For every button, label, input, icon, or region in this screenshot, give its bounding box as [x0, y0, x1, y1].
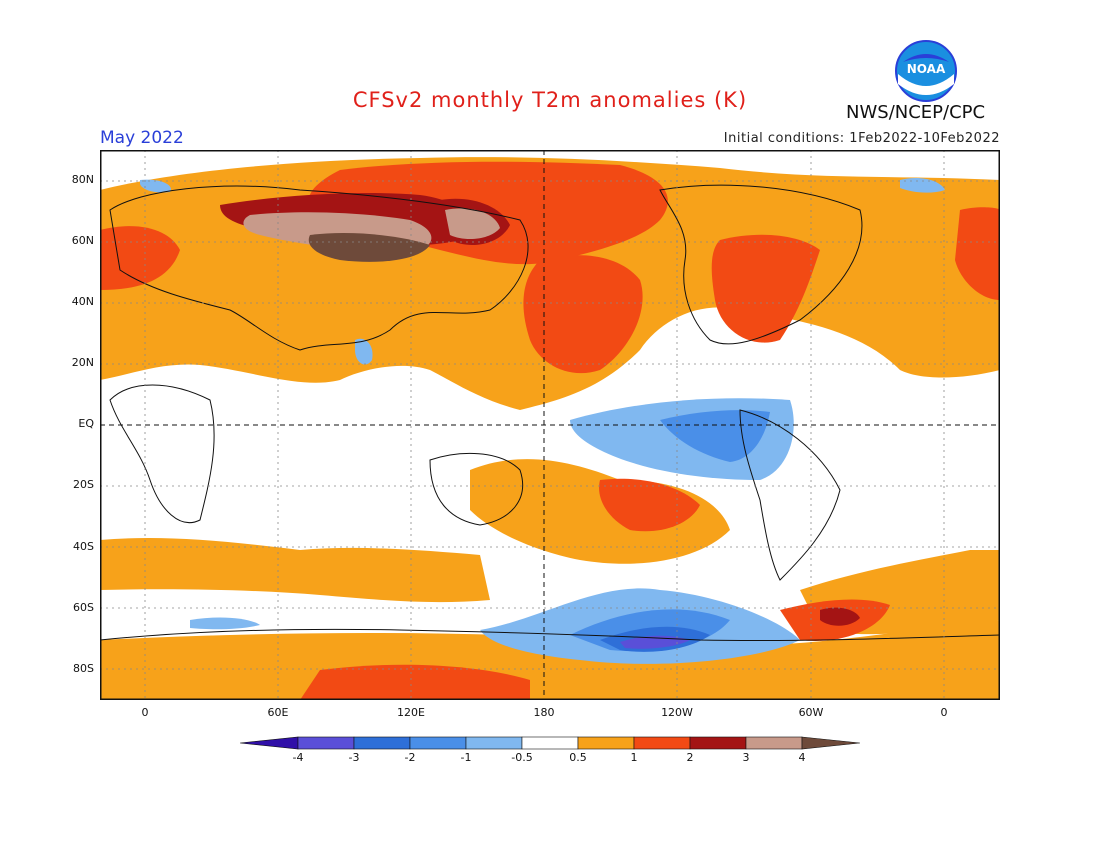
colorbar-label: -4 — [292, 751, 304, 764]
colorbar-segment — [240, 736, 299, 750]
colorbar-segment — [745, 736, 803, 750]
anomaly-above-4-regions — [308, 233, 430, 262]
colorbar — [240, 736, 860, 750]
colorbar-segment — [353, 736, 411, 750]
colorbar-segment — [633, 736, 691, 750]
logo-text: NOAA — [907, 62, 946, 76]
lon-tick-60e: 60E — [267, 706, 289, 719]
map-frame — [100, 150, 1000, 700]
colorbar-label: -3 — [348, 751, 360, 764]
figure-title: CFSv2 monthly T2m anomalies (K) — [352, 88, 748, 112]
graticule — [100, 150, 1000, 700]
colorbar-label: -1 — [460, 751, 472, 764]
lat-tick-80n: 80N — [71, 173, 94, 186]
lat-tick-40s: 40S — [73, 540, 94, 553]
lon-tick-120w: 120W — [661, 706, 693, 719]
month-label: May 2022 — [100, 128, 184, 148]
colorbar-segments — [240, 736, 860, 750]
colorbar-segment — [409, 736, 467, 750]
colorbar-label: 3 — [742, 751, 750, 764]
lon-tick-0-right: 0 — [940, 706, 948, 719]
lat-tick-40n: 40N — [71, 295, 94, 308]
colorbar-label: -0.5 — [511, 751, 533, 764]
anomaly-map — [100, 150, 1000, 700]
colorbar-segment — [801, 736, 860, 750]
colorbar-segment — [297, 736, 355, 750]
lat-tick-80s: 80S — [73, 662, 94, 675]
colorbar-label: -2 — [404, 751, 416, 764]
reference-lines — [100, 150, 1000, 700]
lon-tick-0-left: 0 — [141, 706, 149, 719]
colorbar-segment — [689, 736, 747, 750]
agency-label: NWS/NCEP/CPC — [846, 102, 986, 123]
lat-tick-60n: 60N — [71, 234, 94, 247]
coastlines — [100, 184, 1000, 642]
colorbar-label: 0.5 — [569, 751, 587, 764]
colorbar-label: 1 — [630, 751, 638, 764]
colorbar-segment — [577, 736, 635, 750]
colorbar-segment — [521, 736, 579, 750]
noaa-logo: NOAA — [895, 40, 957, 102]
lon-tick-180: 180 — [533, 706, 555, 719]
lat-tick-20s: 20S — [73, 478, 94, 491]
lat-tick-eq: EQ — [78, 417, 94, 430]
lat-tick-20n: 20N — [71, 356, 94, 369]
lon-tick-120e: 120E — [397, 706, 425, 719]
lat-tick-60s: 60S — [73, 601, 94, 614]
colorbar-segment — [465, 736, 523, 750]
colorbar-label: 4 — [798, 751, 806, 764]
initial-conditions-label: Initial conditions: 1Feb2022-10Feb2022 — [723, 131, 1000, 146]
lon-tick-60w: 60W — [798, 706, 824, 719]
colorbar-label: 2 — [686, 751, 694, 764]
